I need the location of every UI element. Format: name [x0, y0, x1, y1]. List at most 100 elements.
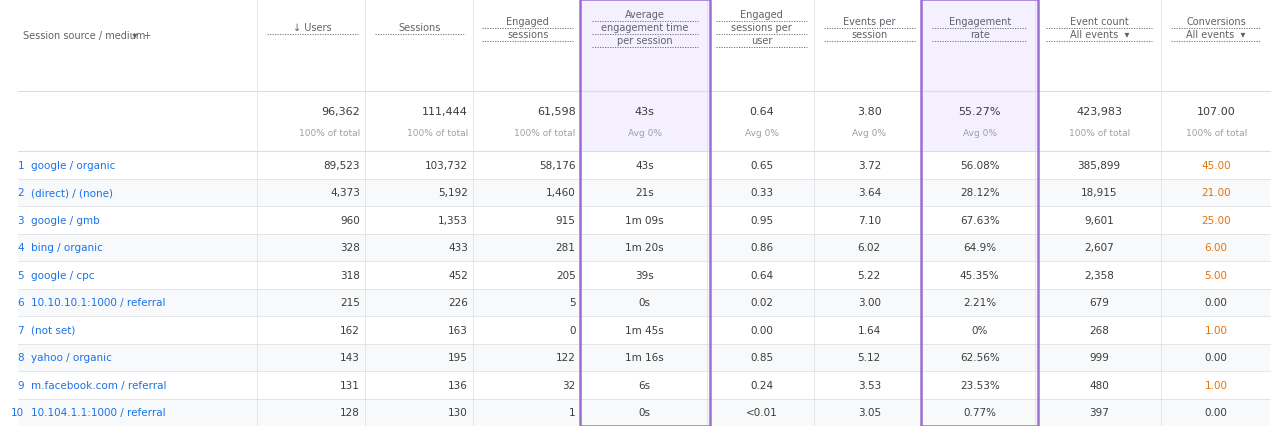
Text: Events per: Events per — [844, 17, 896, 26]
Text: 21.00: 21.00 — [1202, 188, 1231, 198]
Text: 61,598: 61,598 — [536, 107, 576, 117]
Text: 1,353: 1,353 — [438, 215, 468, 225]
Text: 0: 0 — [570, 325, 576, 335]
Bar — [18, 262, 1270, 289]
Text: google / cpc: google / cpc — [31, 270, 95, 280]
Text: 96,362: 96,362 — [321, 107, 360, 117]
Text: 1m 20s: 1m 20s — [626, 243, 664, 253]
Text: 2,358: 2,358 — [1084, 270, 1114, 280]
Text: 100% of total: 100% of total — [1185, 129, 1247, 138]
Text: 6.00: 6.00 — [1204, 243, 1228, 253]
Text: 0.00: 0.00 — [1204, 407, 1228, 417]
Text: 5.22: 5.22 — [858, 270, 881, 280]
Text: ▾  +: ▾ + — [23, 31, 151, 41]
Text: m.facebook.com / referral: m.facebook.com / referral — [31, 380, 166, 390]
Text: 2: 2 — [18, 188, 24, 198]
Text: 318: 318 — [340, 270, 360, 280]
Text: 1.00: 1.00 — [1204, 380, 1228, 390]
Text: google / organic: google / organic — [31, 160, 115, 170]
Text: 136: 136 — [448, 380, 468, 390]
Text: 3.64: 3.64 — [858, 188, 881, 198]
Bar — [18, 179, 1270, 207]
Text: 385,899: 385,899 — [1078, 160, 1121, 170]
Text: 0.85: 0.85 — [750, 352, 773, 363]
Bar — [18, 234, 1270, 262]
Text: yahoo / organic: yahoo / organic — [31, 352, 111, 363]
Text: 915: 915 — [556, 215, 576, 225]
Text: 128: 128 — [340, 407, 360, 417]
Text: 1,460: 1,460 — [545, 188, 576, 198]
Text: 103,732: 103,732 — [425, 160, 468, 170]
Text: 111,444: 111,444 — [422, 107, 468, 117]
Text: Avg 0%: Avg 0% — [852, 129, 886, 138]
Text: (direct) / (none): (direct) / (none) — [31, 188, 113, 198]
Text: 107.00: 107.00 — [1197, 107, 1235, 117]
Text: session: session — [851, 29, 887, 40]
Text: 18,915: 18,915 — [1082, 188, 1117, 198]
Text: 7.10: 7.10 — [858, 215, 881, 225]
Text: 43s: 43s — [635, 107, 654, 117]
Text: 10.104.1.1:1000 / referral: 10.104.1.1:1000 / referral — [31, 407, 165, 417]
Text: Engagement: Engagement — [948, 17, 1011, 26]
Bar — [18, 399, 1270, 426]
Text: 89,523: 89,523 — [324, 160, 360, 170]
Bar — [18, 289, 1270, 316]
Text: 0.00: 0.00 — [1204, 352, 1228, 363]
Text: 4,373: 4,373 — [330, 188, 360, 198]
Text: sessions per: sessions per — [731, 23, 792, 33]
Text: 3.80: 3.80 — [856, 107, 882, 117]
Text: 1m 45s: 1m 45s — [626, 325, 664, 335]
Text: 39s: 39s — [635, 270, 654, 280]
Text: 100% of total: 100% of total — [407, 129, 468, 138]
Text: 9,601: 9,601 — [1084, 215, 1114, 225]
Text: 423,983: 423,983 — [1076, 107, 1123, 117]
Text: 58,176: 58,176 — [539, 160, 576, 170]
Text: user: user — [751, 36, 772, 46]
Text: 162: 162 — [340, 325, 360, 335]
Text: 0.86: 0.86 — [750, 243, 773, 253]
Text: 1: 1 — [570, 407, 576, 417]
Text: 7: 7 — [18, 325, 24, 335]
Text: 0.33: 0.33 — [750, 188, 773, 198]
Text: 55.27%: 55.27% — [959, 107, 1001, 117]
Bar — [922, 0, 1038, 426]
Text: 6.02: 6.02 — [858, 243, 881, 253]
Text: Conversions: Conversions — [1187, 17, 1245, 26]
Text: 195: 195 — [448, 352, 468, 363]
Text: sessions: sessions — [507, 29, 548, 40]
Text: 0.77%: 0.77% — [963, 407, 996, 417]
Text: 62.56%: 62.56% — [960, 352, 1000, 363]
Text: 64.9%: 64.9% — [963, 243, 996, 253]
Text: 4: 4 — [18, 243, 24, 253]
Text: Average: Average — [625, 10, 664, 20]
Text: 1m 16s: 1m 16s — [626, 352, 664, 363]
Text: (not set): (not set) — [31, 325, 76, 335]
Text: Session source / medium: Session source / medium — [23, 31, 146, 41]
Text: 131: 131 — [340, 380, 360, 390]
Text: 45.35%: 45.35% — [960, 270, 1000, 280]
Text: 25.00: 25.00 — [1202, 215, 1231, 225]
Text: 21s: 21s — [635, 188, 654, 198]
Text: 130: 130 — [448, 407, 468, 417]
Text: 281: 281 — [556, 243, 576, 253]
Bar — [18, 344, 1270, 371]
Text: 205: 205 — [556, 270, 576, 280]
Text: engagement time: engagement time — [602, 23, 689, 33]
Text: 6s: 6s — [639, 380, 650, 390]
Text: 10: 10 — [10, 407, 24, 417]
Text: 0.65: 0.65 — [750, 160, 773, 170]
Text: 0.00: 0.00 — [1204, 297, 1228, 308]
Text: 1m 09s: 1m 09s — [626, 215, 664, 225]
Text: 215: 215 — [340, 297, 360, 308]
Text: 143: 143 — [340, 352, 360, 363]
Text: 480: 480 — [1089, 380, 1108, 390]
Text: 1.00: 1.00 — [1204, 325, 1228, 335]
Text: 3.05: 3.05 — [858, 407, 881, 417]
Text: 56.08%: 56.08% — [960, 160, 1000, 170]
Text: google / gmb: google / gmb — [31, 215, 100, 225]
Text: 0.02: 0.02 — [750, 297, 773, 308]
Text: 5.00: 5.00 — [1204, 270, 1228, 280]
Text: 5,192: 5,192 — [438, 188, 468, 198]
Text: 1: 1 — [18, 160, 24, 170]
Bar — [18, 152, 1270, 179]
